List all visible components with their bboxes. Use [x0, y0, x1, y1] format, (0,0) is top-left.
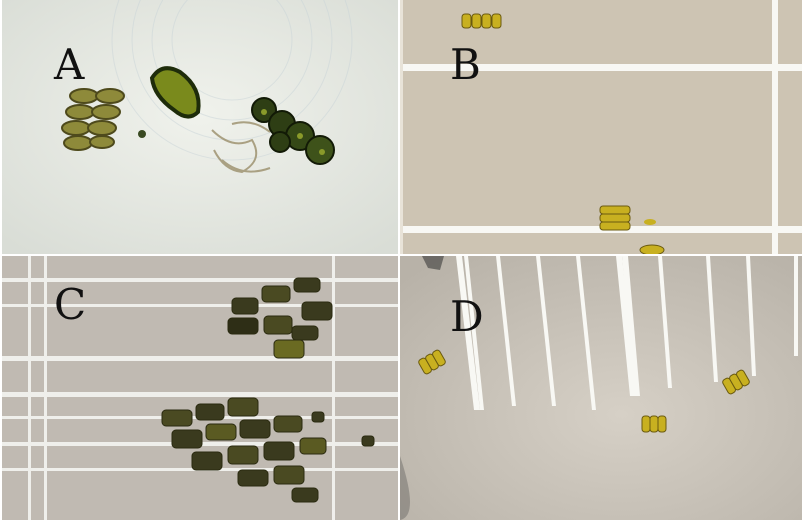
panel-label-a: A	[54, 40, 85, 89]
cell-chain-dark	[251, 97, 335, 165]
panel-a-image	[2, 0, 398, 254]
panel-d-micrograph: D	[400, 256, 802, 520]
cell-chain-top	[461, 13, 502, 29]
panel-b-micrograph: B	[400, 0, 802, 254]
cell-bean	[149, 66, 201, 119]
panel-a-micrograph: A	[2, 0, 398, 254]
panel-c-micrograph: C	[2, 256, 398, 520]
cell-clump-lower	[161, 397, 375, 503]
cell-clump-upper	[227, 277, 333, 359]
panel-d-image	[400, 256, 802, 520]
panel-c-image	[2, 256, 398, 520]
cell-chain-bottom	[599, 205, 665, 254]
cell-chain-right	[722, 369, 750, 395]
cell-colony-yellow	[61, 88, 146, 151]
cell-chain-left	[418, 349, 446, 375]
counting-grid	[456, 256, 798, 410]
debris	[211, 121, 271, 174]
panel-b-image	[400, 0, 802, 254]
panel-label-b: B	[450, 40, 481, 89]
cell-chain-bottom	[641, 415, 667, 433]
dark-artifact	[422, 256, 444, 270]
panel-label-c: C	[54, 280, 87, 329]
panel-label-d: D	[450, 292, 484, 341]
